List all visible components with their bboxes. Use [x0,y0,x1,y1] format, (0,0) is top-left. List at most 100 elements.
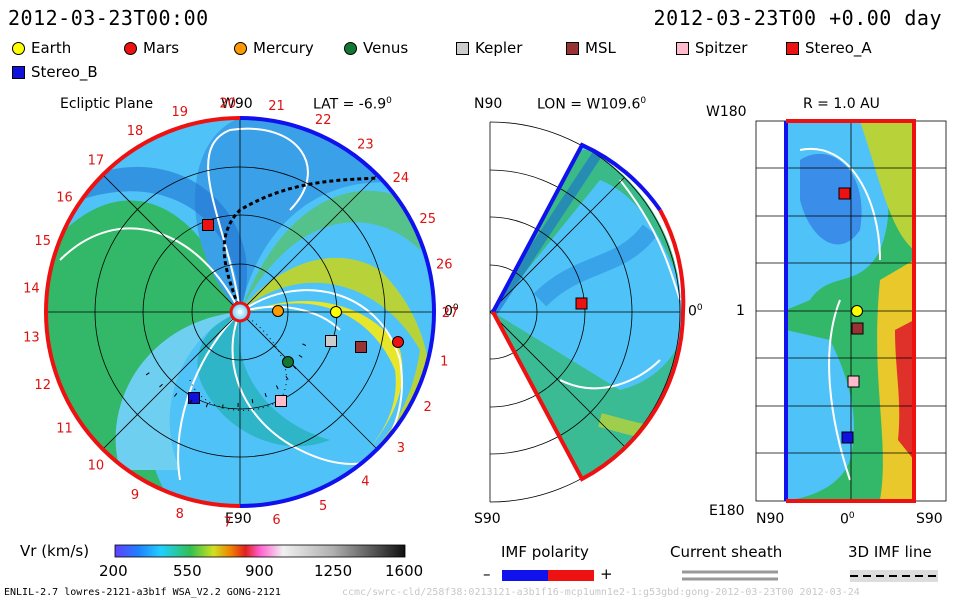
stereo-b-marker-icon [12,65,25,79]
angle-degree: 0 [848,511,855,521]
radial-bottom-left-label: E180 [709,503,745,519]
sector-number: 6 [272,513,280,528]
radial-polarity-right [786,119,916,503]
meridional-velocity-field [493,145,682,479]
imf-tick [251,399,254,404]
imf-tick [189,399,193,404]
legend-label: Mercury [253,39,314,57]
polarity-plus-label: + [600,565,613,583]
legend-label: Venus [363,39,409,57]
legend-label: Earth [31,39,72,57]
radial-stereo-b-marker [841,431,854,444]
sector-number: 13 [23,330,40,345]
msl-marker-icon [566,41,579,55]
mercury-marker [272,305,284,317]
angle-degree: 0 [452,303,459,313]
legend-label: Stereo_A [805,39,872,57]
angle-zero: 0 [840,511,849,528]
velocity-colorbar [114,544,406,558]
sector-number: 26 [436,258,453,273]
legend-item-stereo-b: Stereo_B [12,63,98,81]
left-datetime: 2012-03-23T00:00 [8,6,209,30]
sector-number: 27 [442,306,459,321]
lat-degree: 0 [386,96,392,106]
angle-zero: 0 [688,303,697,320]
imf-polarity-label: IMF polarity [501,543,589,561]
imf-tick [293,365,297,370]
sector-number: 25 [419,212,436,227]
sector-number: 14 [23,282,40,297]
imf-line-ticks [145,343,307,409]
colorbar-tick: 1600 [385,562,424,580]
radial-earth-marker [851,305,863,317]
imf-field-line [222,176,379,313]
sector-number: 12 [34,378,51,393]
polarity-ring-positive [239,116,437,508]
spitzer-marker-icon [676,41,689,55]
angle-degree: 0 [696,303,703,313]
current-sheath-label: Current sheath [670,543,783,561]
sector-number: 24 [393,171,410,186]
sector-number: 15 [34,234,51,249]
earth-marker-icon [12,41,25,55]
legend-item-venus: Venus [344,39,408,57]
ecliptic-bottom-label: E90 [225,511,252,527]
mars-marker-icon [124,41,137,55]
colorbar-label: Vr (km/s) [20,542,90,560]
legend-item-kepler: Kepler [456,39,522,57]
sector-number: 18 [127,124,144,139]
kepler-marker-icon [456,41,469,55]
polarity-minus-label: – [483,565,491,583]
sector-number: 5 [319,499,327,514]
imf-line-label: 3D IMF line [848,543,932,561]
meridional-polarity-red [491,209,686,482]
polarity-positive-swatch [548,570,594,581]
legend-label: Spitzer [695,39,748,57]
ecliptic-plane-title: Ecliptic Plane [60,96,154,112]
colorbar-tick: 1250 [314,562,353,580]
ecliptic-objects [188,219,404,407]
stereo-a-marker [202,219,214,231]
sector-number: 10 [88,459,105,474]
legend-item-earth: Earth [12,39,71,57]
mercury-marker-icon [234,41,247,55]
msl-marker [355,341,367,353]
sector-number: 22 [315,113,332,128]
angle-zero: 0 [444,303,453,320]
legend-item-stereo-a: Stereo_A [786,39,872,57]
sector-number: 3 [397,441,405,456]
radial-title: R = 1.0 AU [803,96,880,112]
ecliptic-top-label: W90 [221,96,253,112]
radial-mid-left-label: 1 [736,303,745,319]
sector-number: 17 [88,153,105,168]
lon-value: LON = W109.6 [537,96,641,113]
meridional-right-label: 00 [688,303,703,320]
right-datetime: 2012-03-23T00 +0.00 day [653,6,942,30]
sector-number: 16 [56,191,73,206]
legend-item-spitzer: Spitzer [676,39,747,57]
venus-marker [282,356,294,368]
ecliptic-right-label: 00 [444,303,459,320]
radial-bottom-s-label: S90 [916,511,943,527]
imf-tick [173,392,178,397]
run-id-footer: ccmc/swrc-cld/258f38:0213121-a3b1f16-mcp… [342,587,860,598]
colorbar-tick: 900 [245,562,274,580]
legend-label: Stereo_B [31,63,98,81]
polarity-negative-swatch [502,570,548,581]
imf-tick [275,385,279,390]
meridional-lon-label: LON = W109.60 [537,96,646,113]
sector-number: 4 [361,474,369,489]
imf-tick [285,376,289,380]
sector-number: 1 [440,354,448,369]
mars-marker [392,336,404,348]
imf-tick [159,383,163,388]
sector-number: 9 [131,488,139,503]
polarity-ring-negative [43,116,241,508]
sector-number: 21 [268,99,285,114]
spitzer-marker [275,395,287,407]
sector-number: 20 [220,96,237,111]
radial-msl-marker [851,322,864,335]
imf-tick [205,403,209,408]
colorbar-tick: 550 [173,562,202,580]
model-version-footer: ENLIL-2.7 lowres-2121-a3b1f WSA_V2.2 GON… [4,587,281,598]
